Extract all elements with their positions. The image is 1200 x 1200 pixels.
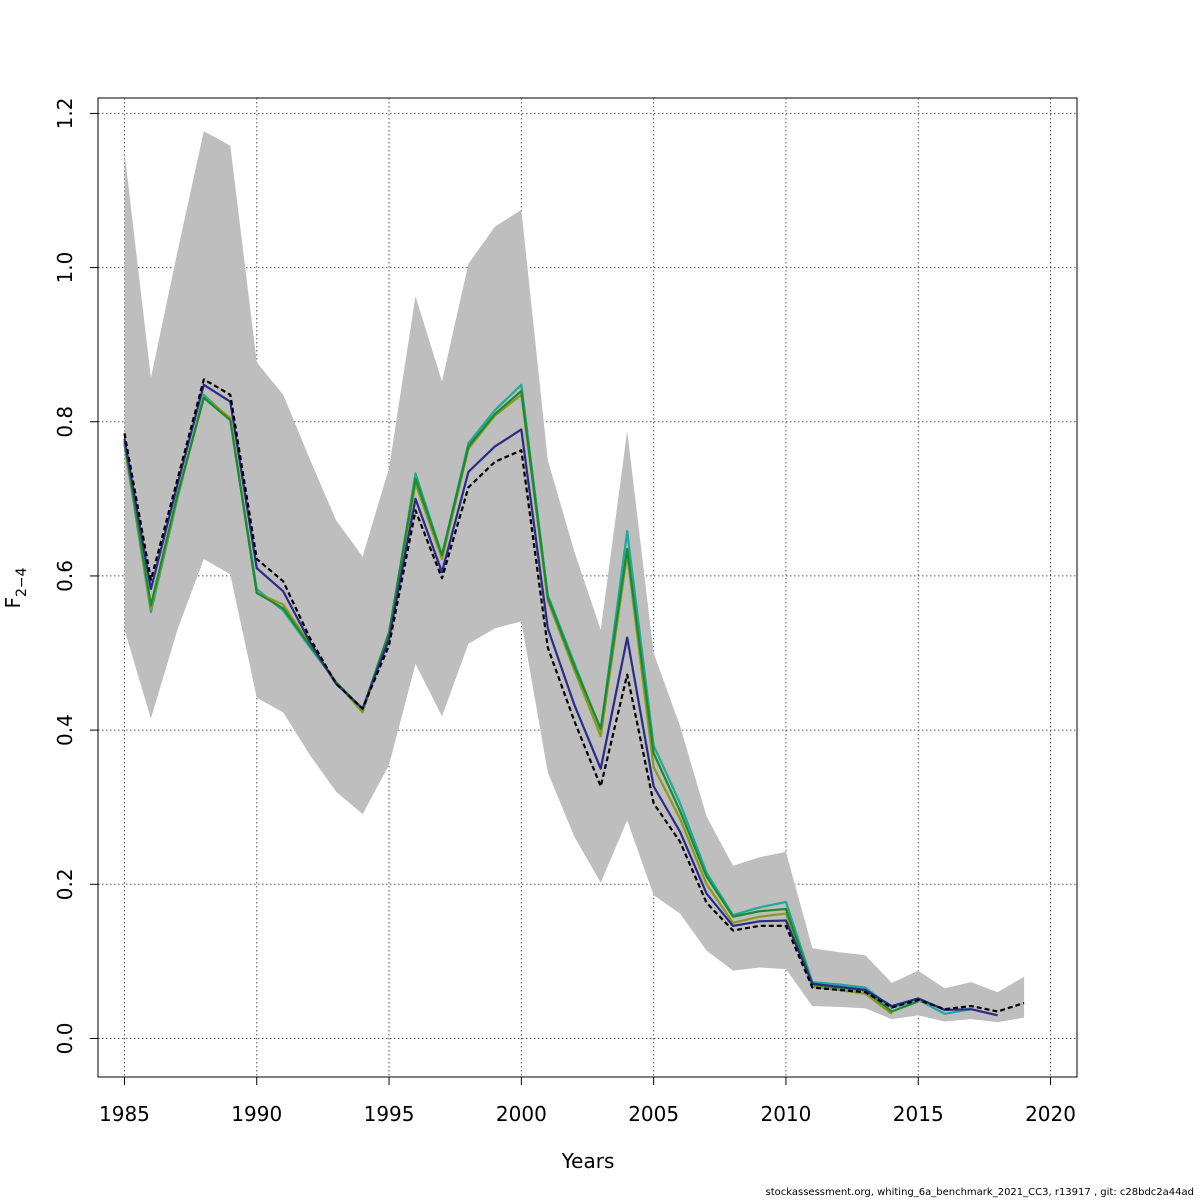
series-line-3 xyxy=(123,389,919,1013)
y-tick-label: 1.2 xyxy=(53,98,77,130)
series-line-5 xyxy=(123,378,1025,1013)
y-axis-label-sub: 2−4 xyxy=(14,567,30,597)
x-axis: 1985 1990 1995 2000 2005 2010 2015 2020 xyxy=(99,1077,1076,1126)
y-tick-label: 1.0 xyxy=(53,252,77,284)
series-lines xyxy=(123,378,1025,1017)
y-axis: 0.0 0.2 0.4 0.6 0.8 1.0 1.2 xyxy=(53,98,98,1055)
x-axis-label: Years xyxy=(561,1149,615,1173)
footer-credit: stockassessment.org, whiting_6a_benchmar… xyxy=(765,1187,1194,1198)
x-tick-label: 2000 xyxy=(496,1102,547,1126)
confidence-band-area xyxy=(124,131,1025,1023)
x-tick-label: 1990 xyxy=(231,1102,282,1126)
y-axis-label-base: F xyxy=(1,597,25,609)
x-tick-label: 2020 xyxy=(1025,1102,1076,1126)
series-line-4 xyxy=(123,383,998,1017)
x-tick-label: 1985 xyxy=(99,1102,150,1126)
x-tick-label: 2005 xyxy=(628,1102,679,1126)
y-axis-label: F2−4 xyxy=(1,567,30,608)
confidence-band xyxy=(124,131,1025,1023)
y-tick-label: 0.0 xyxy=(53,1023,77,1055)
x-tick-label: 2010 xyxy=(760,1102,811,1126)
plot-frame xyxy=(97,97,1078,1078)
y-tick-label: 0.2 xyxy=(53,868,77,900)
y-tick-label: 0.8 xyxy=(53,406,77,438)
x-tick-label: 2015 xyxy=(893,1102,944,1126)
y-tick-label: 0.6 xyxy=(53,560,77,592)
y-tick-label: 0.4 xyxy=(53,714,77,746)
x-tick-label: 1995 xyxy=(364,1102,415,1126)
